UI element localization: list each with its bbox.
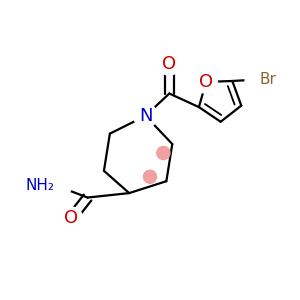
Circle shape bbox=[60, 207, 82, 230]
Text: NH₂: NH₂ bbox=[26, 178, 55, 193]
Text: O: O bbox=[162, 55, 176, 73]
Circle shape bbox=[245, 67, 270, 92]
Text: N: N bbox=[139, 107, 152, 125]
Circle shape bbox=[195, 70, 218, 93]
Text: O: O bbox=[199, 73, 213, 91]
Circle shape bbox=[134, 104, 158, 128]
Circle shape bbox=[143, 170, 157, 183]
Circle shape bbox=[157, 146, 170, 160]
Circle shape bbox=[41, 171, 71, 200]
Text: Br: Br bbox=[259, 72, 276, 87]
Circle shape bbox=[158, 52, 181, 75]
Text: O: O bbox=[64, 209, 78, 227]
